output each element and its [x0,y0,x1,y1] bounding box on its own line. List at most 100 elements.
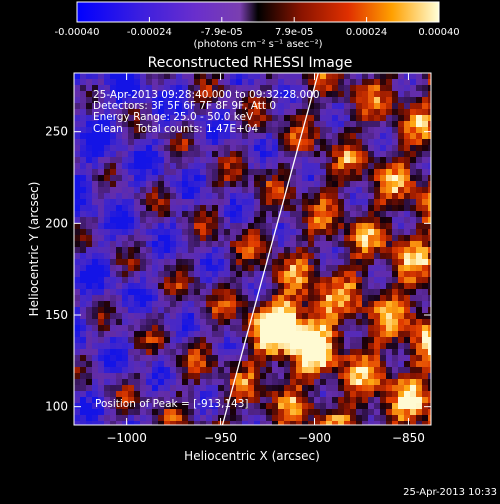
heatmap-cell [146,163,152,169]
heatmap-cell [398,181,404,187]
heatmap-cell [302,151,308,157]
heatmap-cell [176,157,182,163]
heatmap-cell [200,361,206,367]
heatmap-cell [194,157,200,163]
heatmap-cell [392,157,398,163]
heatmap-cell [224,211,230,217]
heatmap-cell [116,79,122,85]
heatmap-cell [200,289,206,295]
heatmap-cell [242,313,248,319]
heatmap-cell [302,163,308,169]
heatmap-cell [362,223,368,229]
heatmap-cell [392,133,398,139]
heatmap-cell [350,391,356,397]
heatmap-cell [86,211,92,217]
heatmap-cell [302,91,308,97]
heatmap-cell [344,109,350,115]
heatmap-cell [380,79,386,85]
heatmap-cell [368,193,374,199]
heatmap-cell [164,91,170,97]
heatmap-cell [218,211,224,217]
heatmap-cell [98,85,104,91]
heatmap-cell [428,157,431,163]
heatmap-cell [188,139,194,145]
heatmap-cell [134,391,140,397]
heatmap-cell [272,247,278,253]
heatmap-cell [194,421,200,425]
heatmap-cell [128,271,134,277]
heatmap-cell [302,127,308,133]
heatmap-cell [362,115,368,121]
heatmap-cell [260,409,266,415]
heatmap-cell [128,169,134,175]
heatmap-cell [230,277,236,283]
heatmap-cell [332,121,338,127]
heatmap-cell [338,283,344,289]
heatmap-cell [272,103,278,109]
heatmap-cell [392,115,398,121]
heatmap-cell [422,151,428,157]
heatmap-cell [332,79,338,85]
heatmap-cell [242,373,248,379]
heatmap-cell [380,289,386,295]
heatmap-cell [410,85,416,91]
heatmap-cell [380,415,386,421]
heatmap-cell [332,169,338,175]
heatmap-cell [152,229,158,235]
heatmap-cell [212,175,218,181]
heatmap-cell [374,373,380,379]
heatmap-cell [182,151,188,157]
heatmap-cell [176,259,182,265]
heatmap-cell [152,139,158,145]
heatmap-cell [146,391,152,397]
heatmap-cell [350,397,356,403]
heatmap-cell [416,151,422,157]
heatmap-cell [200,235,206,241]
heatmap-cell [248,247,254,253]
heatmap-cell [374,127,380,133]
heatmap-cell [266,355,272,361]
heatmap-cell [104,373,110,379]
heatmap-cell [278,79,284,85]
heatmap-cell [338,103,344,109]
heatmap-cell [188,331,194,337]
heatmap-cell [104,229,110,235]
heatmap-cell [188,319,194,325]
heatmap-cell [170,337,176,343]
heatmap-cell [80,151,86,157]
heatmap-cell [236,337,242,343]
heatmap-cell [404,307,410,313]
heatmap-cell [284,121,290,127]
heatmap-cell [104,313,110,319]
heatmap-cell [260,277,266,283]
heatmap-cell [230,415,236,421]
heatmap-cell [176,163,182,169]
heatmap-cell [206,367,212,373]
heatmap-cell [398,403,404,409]
heatmap-cell [134,259,140,265]
heatmap-cell [104,295,110,301]
heatmap-cell [260,253,266,259]
heatmap-cell [206,151,212,157]
heatmap-cell [134,325,140,331]
heatmap-cell [386,253,392,259]
heatmap-cell [80,397,86,403]
heatmap-cell [92,379,98,385]
heatmap-cell [386,277,392,283]
heatmap-cell [320,265,326,271]
heatmap-cell [80,373,86,379]
heatmap-cell [338,121,344,127]
heatmap-cell [176,337,182,343]
heatmap-cell [140,199,146,205]
heatmap-cell [404,391,410,397]
heatmap-cell [236,199,242,205]
heatmap-cell [182,319,188,325]
heatmap-cell [242,289,248,295]
heatmap-cell [290,307,296,313]
heatmap-cell [428,73,431,79]
heatmap-cell [116,103,122,109]
heatmap-cell [380,319,386,325]
heatmap-cell [380,241,386,247]
heatmap-cell [242,157,248,163]
heatmap-cell [236,235,242,241]
